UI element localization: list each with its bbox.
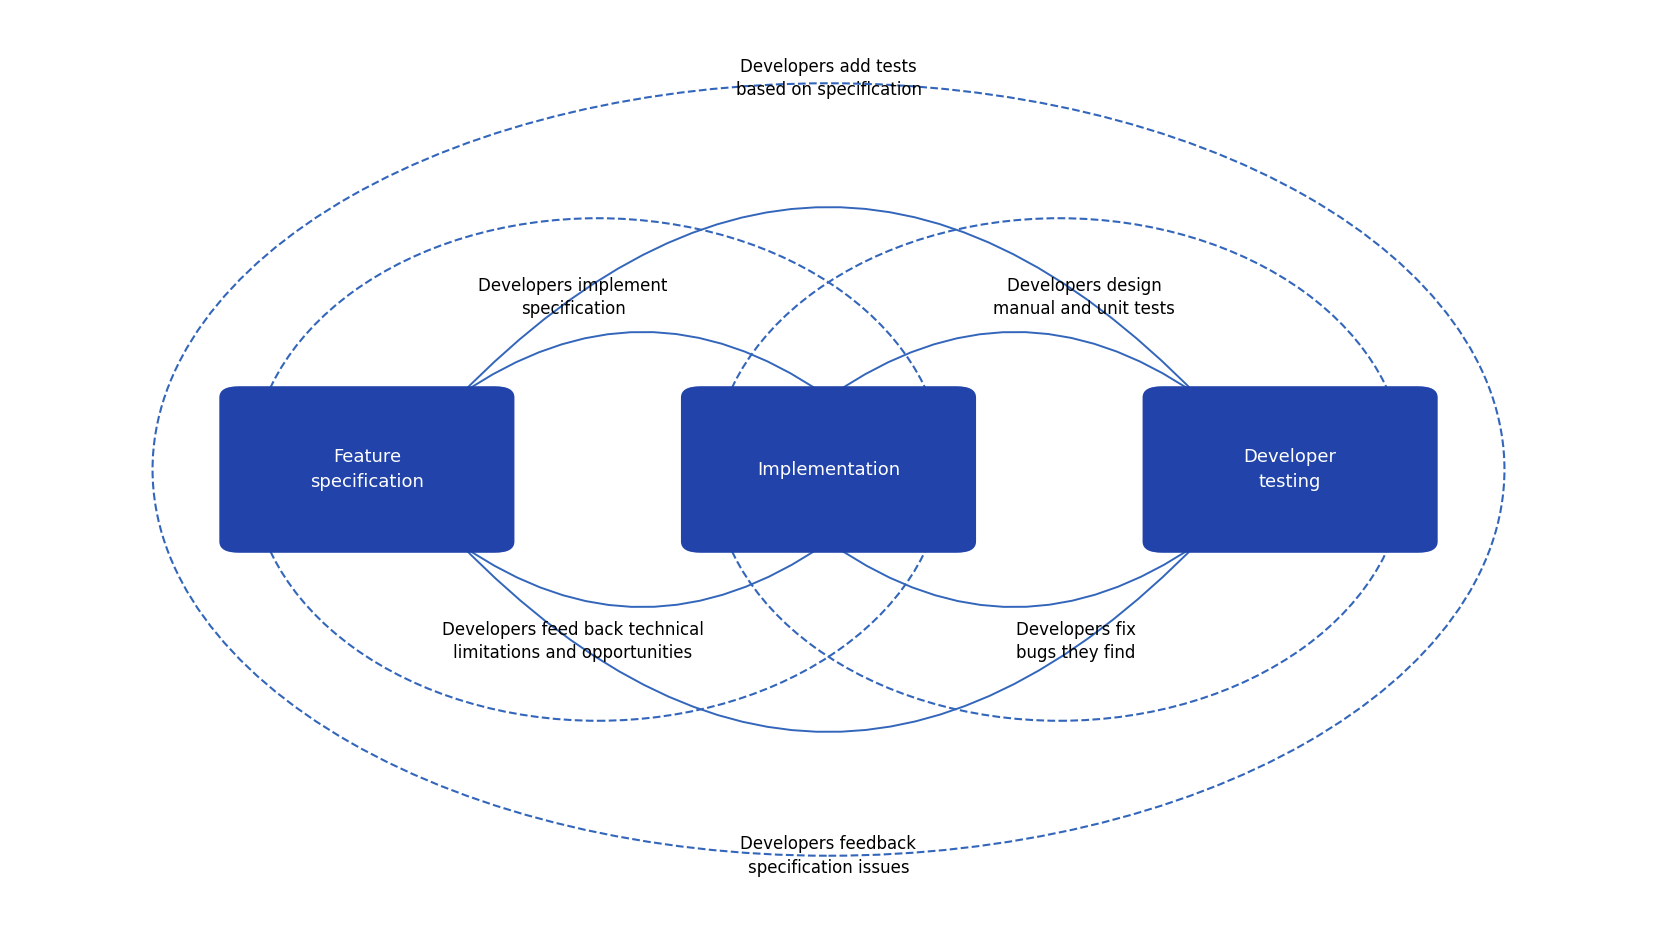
Text: Developers feedback
specification issues: Developers feedback specification issues: [741, 835, 916, 876]
FancyBboxPatch shape: [219, 386, 514, 553]
Text: Developer
testing: Developer testing: [1244, 448, 1337, 491]
Text: Implementation: Implementation: [757, 460, 900, 479]
Text: Developers add tests
based on specification: Developers add tests based on specificat…: [736, 58, 921, 100]
FancyBboxPatch shape: [1143, 386, 1438, 553]
Text: Developers feed back technical
limitations and opportunities: Developers feed back technical limitatio…: [442, 621, 704, 663]
Text: Developers design
manual and unit tests: Developers design manual and unit tests: [993, 276, 1175, 318]
Text: Developers implement
specification: Developers implement specification: [479, 276, 668, 318]
Text: Developers fix
bugs they find: Developers fix bugs they find: [1016, 621, 1135, 663]
Text: Feature
specification: Feature specification: [310, 448, 424, 491]
FancyBboxPatch shape: [681, 386, 976, 553]
